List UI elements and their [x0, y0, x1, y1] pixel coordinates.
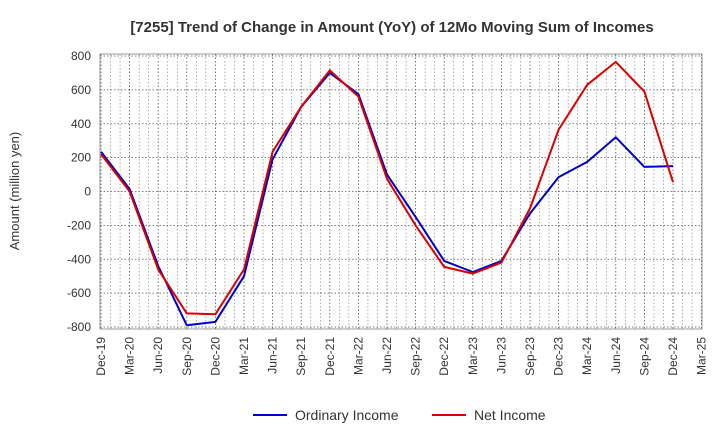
- y-tick-label: 0: [84, 185, 91, 199]
- x-tick-label: Sep-24: [637, 337, 651, 376]
- x-tick-label: Mar-20: [123, 337, 137, 375]
- y-axis-label: Amount (million yen): [7, 132, 22, 251]
- x-tick-label: Dec-23: [552, 337, 566, 376]
- y-tick-label: 200: [71, 151, 91, 165]
- legend: Ordinary Income Net Income: [253, 407, 546, 423]
- x-tick-label: Jun-22: [380, 337, 394, 374]
- x-tick-label: Mar-24: [580, 337, 594, 375]
- x-tick-label: Dec-21: [323, 337, 337, 376]
- x-tick-label: Sep-23: [523, 337, 537, 376]
- series-line-ordinary-income: [100, 71, 674, 327]
- y-tick-label: -200: [67, 218, 91, 232]
- y-tick-label: -600: [67, 286, 91, 300]
- x-tick-label: Dec-22: [437, 337, 451, 376]
- y-tick-label: 400: [71, 117, 91, 131]
- legend-label: Net Income: [474, 407, 546, 423]
- x-tick-label: Mar-23: [466, 337, 480, 375]
- x-tick-label: Mar-21: [237, 337, 251, 375]
- chart-title: [7255] Trend of Change in Amount (YoY) o…: [130, 19, 653, 36]
- x-tick-label: Sep-21: [294, 337, 308, 376]
- y-tick-label: -400: [67, 252, 91, 266]
- y-tick-label: 800: [71, 49, 91, 63]
- y-tick-label: 600: [71, 83, 91, 97]
- x-tick-label: Sep-22: [409, 337, 423, 376]
- x-tick-label: Sep-20: [180, 337, 194, 376]
- x-tick-label: Jun-23: [494, 337, 508, 374]
- x-tick-label: Dec-24: [666, 337, 680, 376]
- legend-label: Ordinary Income: [295, 407, 399, 423]
- x-tick-label: Mar-25: [695, 337, 709, 375]
- x-tick-label: Dec-20: [208, 337, 222, 376]
- x-tick-label: Jun-24: [609, 337, 623, 374]
- x-tick-label: Mar-22: [351, 337, 365, 375]
- x-tick-label: Jun-21: [266, 337, 280, 374]
- x-tick-label: Dec-19: [94, 337, 108, 376]
- series-line-net-income: [100, 60, 674, 316]
- y-tick-label: -800: [67, 320, 91, 334]
- x-tick-label: Jun-20: [151, 337, 165, 374]
